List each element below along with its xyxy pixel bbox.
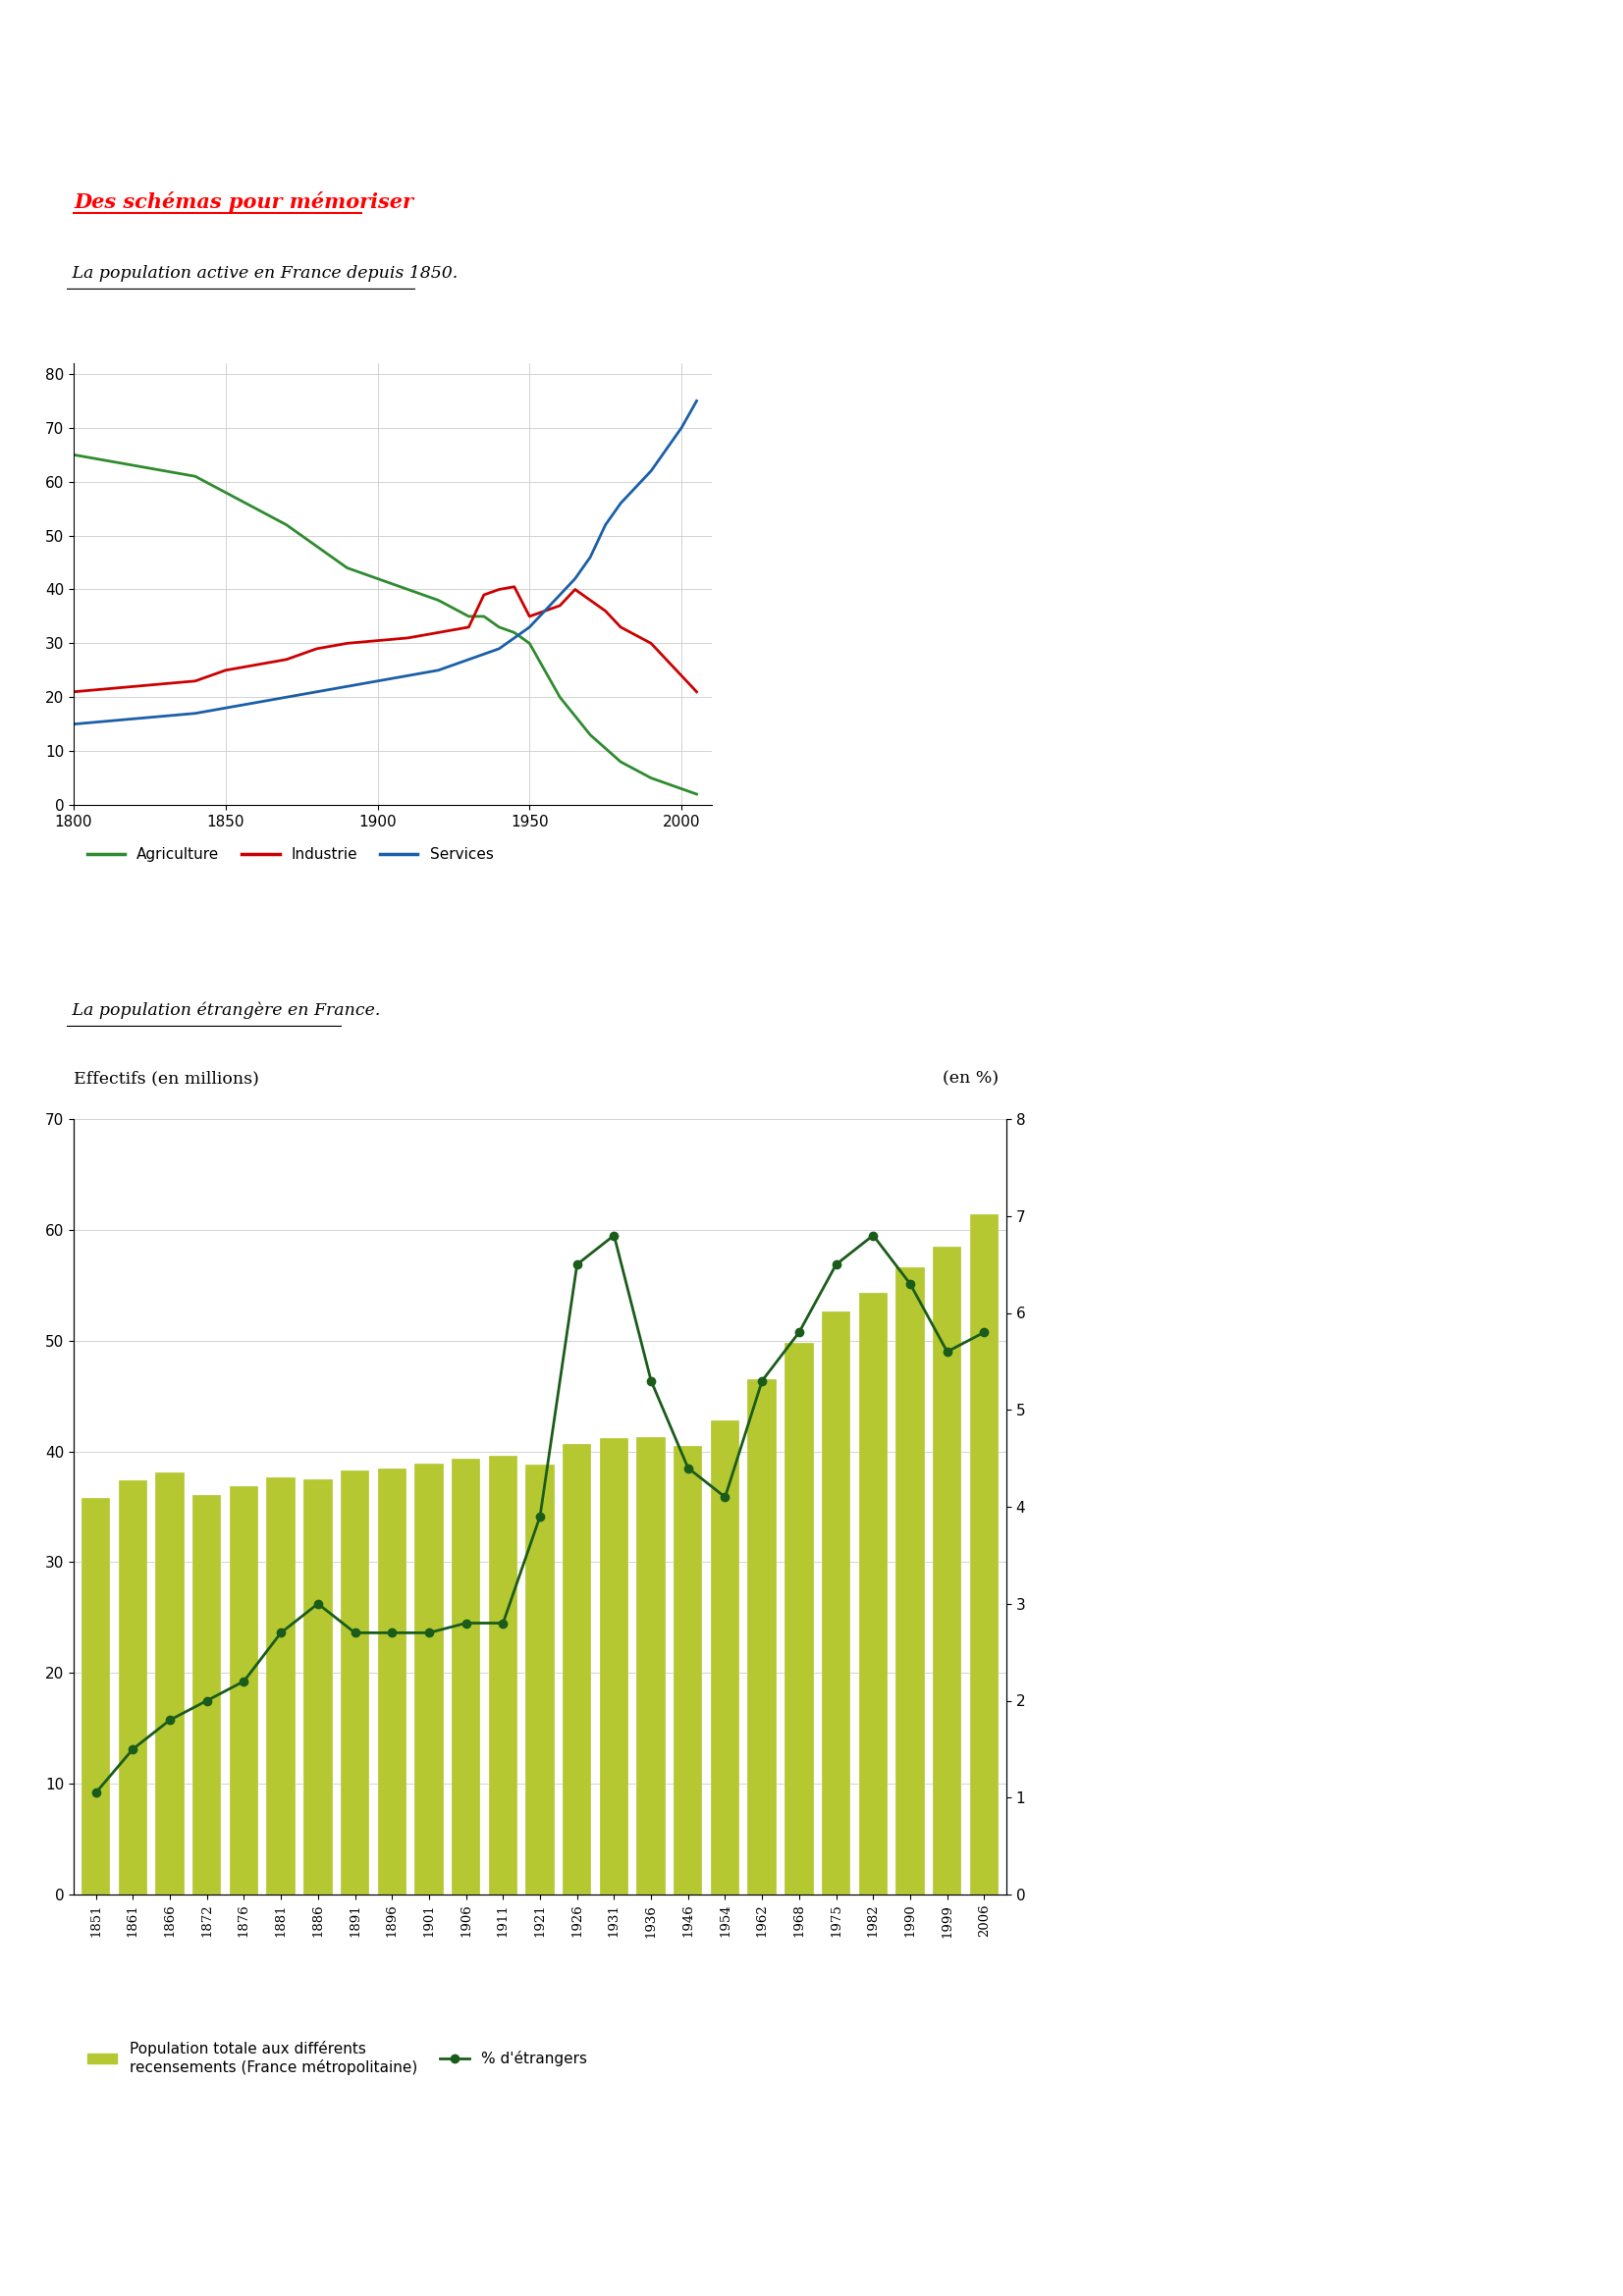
Bar xyxy=(599,1437,628,1894)
Bar xyxy=(784,1343,813,1894)
Bar xyxy=(933,1247,961,1894)
Bar xyxy=(81,1497,110,1894)
Bar xyxy=(674,1446,703,1894)
Bar xyxy=(451,1460,480,1894)
Bar xyxy=(489,1456,518,1894)
Bar xyxy=(414,1463,443,1894)
Text: La population active en France depuis 1850.: La population active en France depuis 18… xyxy=(67,264,458,282)
Bar xyxy=(526,1465,555,1894)
Bar xyxy=(229,1486,258,1894)
Text: Des schémas pour mémoriser: Des schémas pour mémoriser xyxy=(73,191,420,211)
Legend: Population totale aux différents
recensements (France métropolitaine), % d'étran: Population totale aux différents recense… xyxy=(81,2034,594,2080)
Text: Effectifs (en millions): Effectifs (en millions) xyxy=(73,1070,260,1086)
Bar xyxy=(636,1437,665,1894)
Bar xyxy=(896,1267,925,1894)
Bar xyxy=(341,1469,370,1894)
Bar xyxy=(193,1495,221,1894)
Bar xyxy=(156,1472,185,1894)
Text: (en %): (en %) xyxy=(943,1070,998,1086)
Bar xyxy=(971,1215,998,1894)
Legend: Agriculture, Industrie, Services: Agriculture, Industrie, Services xyxy=(81,840,500,868)
Bar xyxy=(266,1476,295,1894)
Bar xyxy=(563,1444,591,1894)
Bar xyxy=(711,1421,740,1894)
Text: La population étrangère en France.: La population étrangère en France. xyxy=(67,1001,380,1019)
Bar xyxy=(859,1293,888,1894)
Bar xyxy=(748,1380,776,1894)
Bar xyxy=(378,1467,406,1894)
Bar xyxy=(304,1479,333,1894)
Bar xyxy=(821,1311,850,1894)
Bar xyxy=(118,1481,148,1894)
